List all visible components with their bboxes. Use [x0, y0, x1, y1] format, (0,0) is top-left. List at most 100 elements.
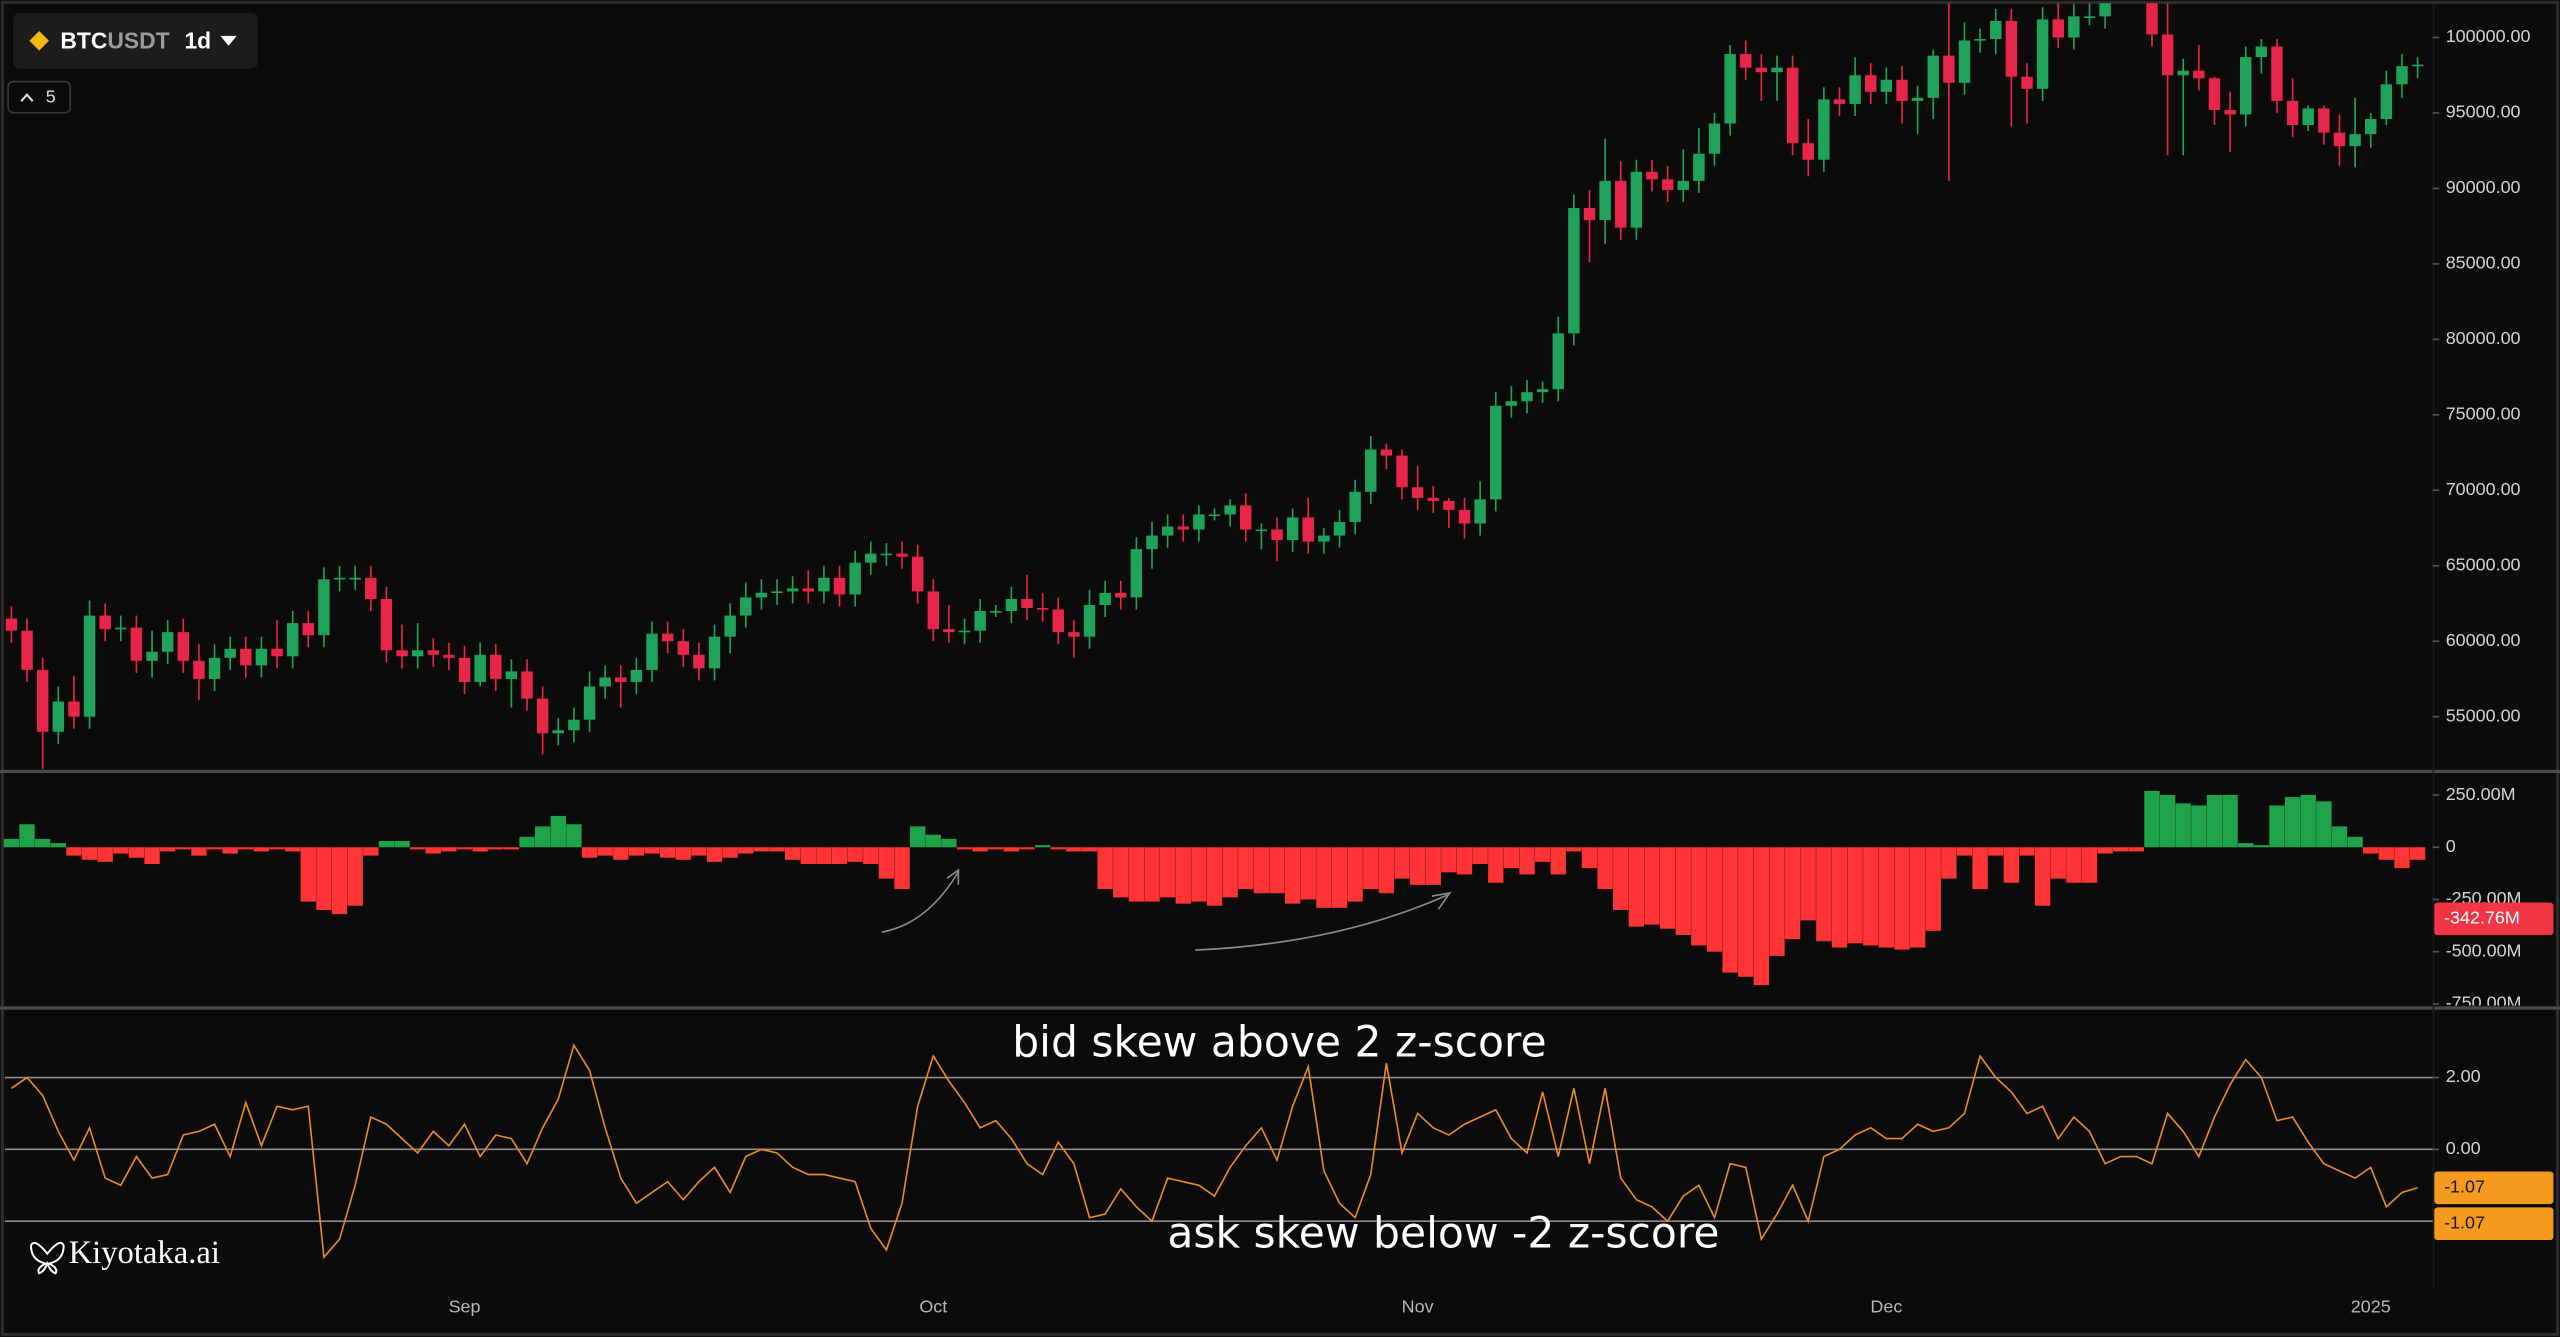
- candle-body: [1099, 592, 1111, 605]
- delta-bar: [2378, 847, 2395, 860]
- delta-bar: [316, 847, 332, 910]
- delta-bar: [597, 847, 613, 856]
- delta-bar: [1175, 847, 1191, 904]
- delta-bar: [706, 847, 723, 862]
- delta-bar: [1081, 847, 1098, 852]
- y-tick-label: 65000.00: [2446, 554, 2521, 574]
- delta-bar: [378, 840, 395, 848]
- delta-bar: [269, 847, 285, 850]
- delta-bar: [1159, 847, 1176, 898]
- delta-bar: [847, 847, 863, 862]
- delta-bar: [1488, 847, 1504, 883]
- candle-body: [1505, 401, 1518, 406]
- delta-bar: [644, 847, 660, 854]
- candle-body: [740, 597, 752, 616]
- candle-body: [849, 562, 861, 595]
- candle-body: [208, 657, 221, 679]
- delta-bar: [128, 847, 145, 858]
- candle-body: [786, 588, 799, 592]
- candle-body: [1365, 449, 1377, 492]
- candle-body: [1005, 598, 1018, 612]
- price-badge: [2434, 902, 2554, 936]
- delta-bar: [331, 847, 348, 915]
- delta-bar: [1722, 847, 1738, 973]
- delta-bar: [1394, 847, 1410, 879]
- candle-body: [1271, 529, 1283, 541]
- candle-body: [1990, 20, 2002, 40]
- symbol-button[interactable]: [13, 13, 258, 69]
- candle-body: [630, 669, 643, 682]
- candle-body: [2255, 46, 2268, 58]
- candle-body: [1130, 549, 1143, 598]
- delta-bar: [456, 847, 473, 850]
- candle-body: [68, 701, 80, 717]
- y-tick-label: 100000.00: [2446, 26, 2531, 46]
- candle-body: [1161, 526, 1174, 536]
- delta-bar: [2206, 795, 2223, 848]
- candle-body: [302, 623, 315, 636]
- candle-body: [1443, 500, 1455, 510]
- watermark-logo: [30, 1241, 65, 1275]
- candle-body: [1958, 40, 1971, 83]
- delta-bar: [1894, 847, 1910, 950]
- candle-body: [771, 591, 783, 594]
- x-tick-label: 2025: [2351, 1296, 2391, 1316]
- delta-bar: [1363, 847, 1379, 890]
- delta-bar: [441, 847, 457, 852]
- candle-body: [2365, 118, 2377, 135]
- candle-body: [661, 633, 674, 642]
- delta-bar: [300, 847, 316, 902]
- symbol-selector[interactable]: BTCUSDT 1d: [13, 13, 258, 69]
- delta-bar: [1097, 847, 1113, 890]
- delta-bar: [1128, 847, 1145, 902]
- candle-body: [943, 629, 955, 633]
- delta-bar: [1284, 847, 1301, 904]
- delta-bar: [2409, 847, 2426, 860]
- candle-body: [1208, 514, 1221, 517]
- candle-body: [1146, 535, 1158, 550]
- candle-body: [1302, 517, 1314, 542]
- y-tick-label: 60000.00: [2446, 630, 2521, 650]
- delta-bar: [1269, 847, 1285, 894]
- toggle-button[interactable]: [7, 80, 72, 114]
- candle-body: [521, 671, 533, 699]
- candle-body: [1521, 392, 1533, 402]
- delta-bar: [191, 847, 207, 856]
- delta-bar: [1441, 847, 1457, 873]
- y-tick-label: 2.00: [2446, 1066, 2481, 1086]
- delta-bar: [972, 847, 988, 852]
- delta-bar: [1644, 847, 1660, 925]
- candle-body: [2068, 16, 2080, 38]
- delta-bar: [2222, 795, 2238, 848]
- price-badge-label: -1.07: [2444, 1212, 2485, 1232]
- delta-bar: [1019, 847, 1035, 850]
- candle-body: [833, 577, 846, 595]
- candle-body: [411, 650, 424, 657]
- delta-bar: [534, 826, 551, 848]
- zscore-pane: 2.00 0.00: [4, 1043, 2481, 1260]
- indicators-toggle[interactable]: 5: [7, 80, 72, 114]
- candle-body: [505, 671, 518, 679]
- candle-body: [474, 654, 486, 682]
- candle-body: [1818, 99, 1830, 160]
- candle-body: [646, 633, 658, 670]
- x-tick-label: Dec: [1870, 1296, 1902, 1316]
- delta-bar: [1956, 847, 1973, 856]
- delta-bar: [988, 847, 1004, 850]
- delta-bar: [2394, 847, 2410, 869]
- interval: 1d: [184, 27, 211, 53]
- candle-body: [1693, 153, 1705, 181]
- dropdown-caret: [220, 35, 237, 46]
- delta-bar: [878, 847, 895, 879]
- delta-bar: [925, 834, 941, 848]
- delta-bar: [1519, 847, 1535, 875]
- price-badge-label: -342.76M: [2444, 908, 2520, 928]
- delta-bar: [1472, 847, 1488, 864]
- candle-body: [1255, 529, 1268, 532]
- delta-bar: [1878, 847, 1895, 948]
- delta-bar: [503, 847, 520, 850]
- delta-bar: [113, 847, 129, 854]
- candle-body: [1974, 39, 1986, 41]
